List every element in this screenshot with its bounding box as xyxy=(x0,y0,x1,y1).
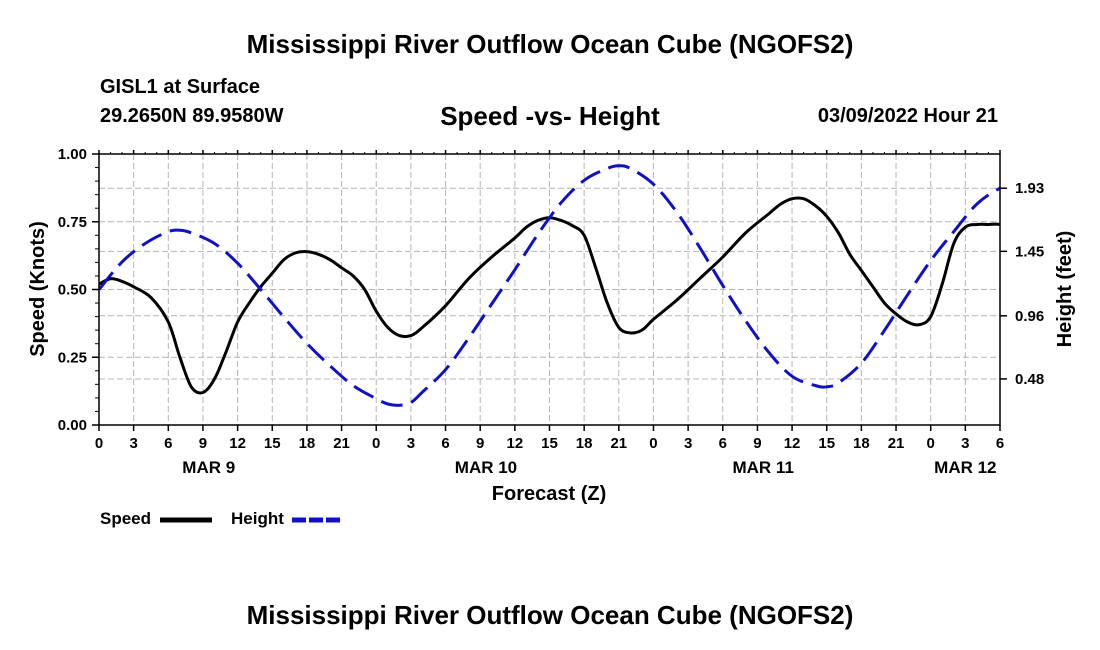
x-tick-label: 0 xyxy=(927,435,935,452)
y2-tick-label: 1.93 xyxy=(1015,180,1044,197)
forecast-datetime: 03/09/2022 Hour 21 xyxy=(817,105,998,127)
x-tick-label: 6 xyxy=(719,435,727,452)
date-label: MAR 11 xyxy=(732,458,793,477)
date-label: MAR 12 xyxy=(934,458,996,477)
x-tick-label: 0 xyxy=(372,435,380,452)
footer-title: Mississippi River Outflow Ocean Cube (NG… xyxy=(246,600,854,630)
chart-subtitle: Speed -vs- Height xyxy=(440,101,660,131)
y2-axis-title: Height (feet) xyxy=(1054,231,1076,348)
x-tick-label: 18 xyxy=(576,435,593,452)
x-tick-label: 21 xyxy=(888,435,905,452)
x-tick-label: 0 xyxy=(649,435,657,452)
series-line-speed xyxy=(99,196,1000,395)
y2-tick-label: 0.96 xyxy=(1015,308,1044,325)
axis-layer: 0 3 6 9 12 15 18 21 0 3 6 9 12 15 18 21 0 3 6 9 12 15 18 21 0 3 6M… xyxy=(58,146,1044,477)
series-layer xyxy=(99,164,1000,407)
x-tick-label: 9 xyxy=(753,435,761,452)
chart-svg: 0 3 6 9 12 15 18 21 0 3 6 9 12 15 18 21 0 3 6 9 12 15 18 21 0 3 6M… xyxy=(27,146,1076,523)
y-axis-title: Speed (Knots) xyxy=(27,221,49,357)
x-tick-label: 21 xyxy=(333,435,350,452)
x-tick-label: 12 xyxy=(507,435,524,452)
x-tick-label: 6 xyxy=(164,435,172,452)
y-tick-label: 0.75 xyxy=(58,214,87,231)
y2-tick-label: 1.45 xyxy=(1015,243,1044,260)
x-tick-label: 3 xyxy=(129,435,137,452)
main-title: Mississippi River Outflow Ocean Cube (NG… xyxy=(246,29,854,59)
x-tick-label: 12 xyxy=(229,435,246,452)
x-tick-label: 6 xyxy=(441,435,449,452)
series-line-height xyxy=(99,164,1000,407)
x-tick-label: 18 xyxy=(853,435,870,452)
station-coordinates: 29.2650N 89.9580W xyxy=(100,105,284,127)
legend-label-height: Height xyxy=(231,509,284,528)
y-tick-label: 0.50 xyxy=(58,282,87,299)
y-tick-label: 1.00 xyxy=(58,146,87,163)
legend-label-speed: Speed xyxy=(100,509,152,528)
x-tick-label: 6 xyxy=(996,435,1004,452)
x-tick-label: 9 xyxy=(199,435,207,452)
y-tick-label: 0.00 xyxy=(58,417,87,434)
x-tick-label: 15 xyxy=(264,435,281,452)
y-tick-label: 0.25 xyxy=(58,349,87,366)
x-tick-label: 15 xyxy=(541,435,558,452)
x-tick-label: 9 xyxy=(476,435,484,452)
station-label: GISL1 at Surface xyxy=(100,76,261,98)
x-tick-label: 0 xyxy=(95,435,103,452)
x-tick-label: 21 xyxy=(610,435,627,452)
x-tick-label: 3 xyxy=(961,435,969,452)
y2-tick-label: 0.48 xyxy=(1015,371,1044,388)
x-tick-label: 12 xyxy=(784,435,801,452)
date-label: MAR 9 xyxy=(182,458,235,477)
date-label: MAR 10 xyxy=(455,458,517,477)
grid-lines xyxy=(99,154,1000,425)
x-tick-label: 3 xyxy=(407,435,415,452)
x-tick-label: 18 xyxy=(299,435,316,452)
x-tick-label: 3 xyxy=(684,435,692,452)
x-tick-label: 15 xyxy=(818,435,835,452)
x-axis-title: Forecast (Z) xyxy=(492,483,606,505)
